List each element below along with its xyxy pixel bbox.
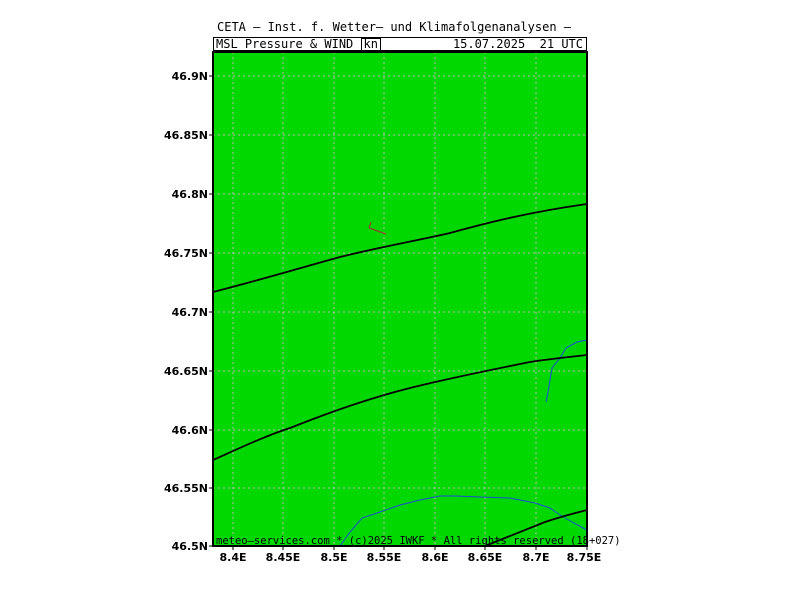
lon-labels: 8.4E 8.45E 8.5E 8.55E 8.6E 8.65E 8.7E 8.… [219,551,601,564]
lon-label: 8.7E [522,551,549,564]
valid-time: 15.07.2025 21 UTC [452,37,583,51]
land-area [213,52,587,546]
copyright-credit: meteo–services.com * (c)2025 IWKF * All … [216,535,621,547]
map-title: CETA – Inst. f. Wetter– und Klimafolgena… [217,20,572,34]
rivers [339,339,588,547]
lat-label: 46.6N [172,424,208,437]
lat-label: 46.75N [164,247,208,260]
lat-label: 46.85N [164,129,208,142]
river-line [545,339,588,403]
lat-label: 46.65N [164,365,208,378]
lon-label: 8.75E [567,551,602,564]
isobars [212,203,588,547]
product-label: MSL_Pressure_&_WIND_ kn [216,38,381,51]
lon-label: 8.45E [266,551,301,564]
lat-label: 46.7N [172,306,208,319]
lon-label: 8.5E [320,551,347,564]
lon-label: 8.4E [219,551,246,564]
unit-label: kn [360,38,381,51]
isobar-line [212,203,588,293]
lat-label: 46.9N [172,70,208,83]
isobar-line [212,354,588,461]
lat-labels: 46.9N 46.85N 46.8N 46.75N 46.7N 46.65N 4… [164,70,208,553]
river-line [339,495,588,547]
wind-barb-icon [368,221,387,235]
product-name: MSL_Pressure_&_WIND_ [216,37,361,51]
lon-label: 8.55E [367,551,402,564]
lat-label: 46.8N [172,188,208,201]
axis-ticks [209,75,588,550]
lon-label: 8.6E [421,551,448,564]
product-bar: MSL_Pressure_&_WIND_ kn 15.07.2025 21 UTC [213,37,587,51]
lat-lon-grid [213,52,587,546]
map-frame [212,51,588,547]
isobar-line [484,509,588,547]
lat-label: 46.5N [172,540,208,553]
lon-label: 8.65E [468,551,503,564]
lat-label: 46.55N [164,482,208,495]
